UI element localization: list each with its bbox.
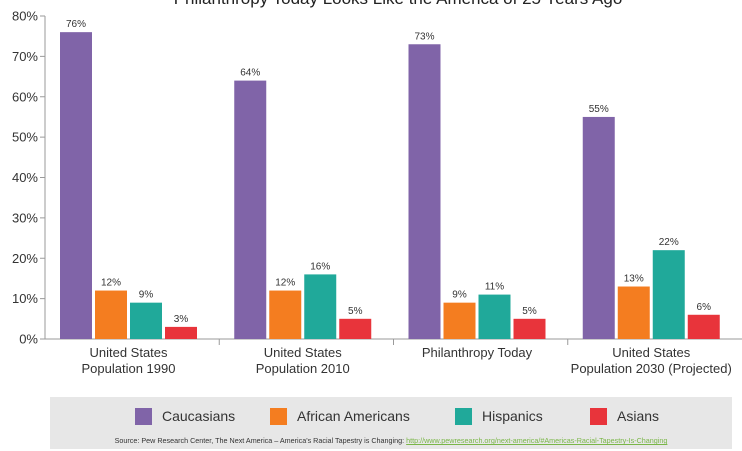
bar-caucasians <box>234 80 267 339</box>
data-label: 13% <box>624 274 644 285</box>
chart-title: Philanthropy Today Looks Like the Americ… <box>174 0 623 8</box>
legend-swatch <box>455 407 472 425</box>
y-tick-label: 30% <box>12 210 38 225</box>
y-tick-label: 50% <box>12 130 38 145</box>
legend-swatch <box>270 407 287 425</box>
bar-asians <box>687 314 720 339</box>
bar-caucasians <box>408 44 441 339</box>
y-tick-label: 80% <box>12 9 38 24</box>
y-tick-label: 20% <box>12 251 38 266</box>
x-category-label: Philanthropy Today <box>422 345 533 360</box>
data-label: 12% <box>275 278 295 289</box>
bar-african-americans <box>443 302 476 339</box>
chart-axes: 0%10%20%30%40%50%60%70%80%United States P… <box>12 9 742 376</box>
y-tick-label: 10% <box>12 291 38 306</box>
data-label: 16% <box>310 261 330 272</box>
x-category-label: United States Population 1990 <box>82 345 176 376</box>
bar-african-americans <box>269 290 302 339</box>
data-label: 9% <box>139 290 154 301</box>
bar-hispanics <box>304 274 337 339</box>
legend-label: Caucasians <box>162 408 236 424</box>
data-label: 12% <box>101 278 121 289</box>
data-label: 3% <box>174 314 189 325</box>
bar-asians <box>513 318 546 339</box>
bar-caucasians <box>582 116 615 339</box>
y-tick-label: 70% <box>12 49 38 64</box>
bar-asians <box>339 318 372 339</box>
data-label: 6% <box>697 302 712 313</box>
data-label: 22% <box>659 237 679 248</box>
y-tick-label: 0% <box>19 332 38 347</box>
data-label: 76% <box>66 19 86 30</box>
data-label: 5% <box>348 306 363 317</box>
x-category-label-line: Philanthropy Today <box>422 345 533 360</box>
source-link[interactable]: http://www.pewresearch.org/next-america/… <box>406 436 668 445</box>
legend-item-african-americans: African Americans <box>270 406 410 426</box>
legend-item-caucasians: Caucasians <box>135 406 235 426</box>
x-category-label: United States Population 2030 (Projected) <box>571 345 732 376</box>
y-tick-label: 60% <box>12 89 38 104</box>
bar-caucasians <box>60 32 92 340</box>
source-note: Source: Pew Research Center, The Next Am… <box>50 436 732 445</box>
legend-label: Asians <box>617 408 660 424</box>
legend-swatch <box>135 407 152 425</box>
x-category-label: United States Population 2010 <box>256 345 350 376</box>
legend-and-source-panel: Caucasians African Americans Hispanics Asia… <box>50 397 732 449</box>
chart-bars: 76% 12% 9% 3% 64% 12% 16% 5% 73% 9% 11% 5% 55% 13% 22%… <box>60 19 720 340</box>
bar-hispanics <box>652 250 685 339</box>
x-category-label-line: Population 1990 <box>82 361 176 376</box>
x-category-label-line: United States <box>89 345 168 360</box>
bar-african-americans <box>617 286 650 339</box>
x-category-label-line: United States <box>264 345 343 360</box>
data-label: 55% <box>589 104 609 115</box>
data-label: 5% <box>522 306 537 317</box>
data-label: 11% <box>485 282 504 293</box>
legend-item-asians: Asians <box>590 406 659 426</box>
x-category-label-line: Population 2030 (Projected) <box>571 361 732 376</box>
chart-legend: Caucasians African Americans Hispanics Asia… <box>50 406 732 426</box>
bar-african-americans <box>95 290 127 339</box>
data-label: 9% <box>452 290 467 301</box>
y-tick-label: 40% <box>12 170 38 185</box>
data-label: 64% <box>240 68 260 79</box>
bar-asians <box>165 326 197 339</box>
bar-hispanics <box>478 294 511 339</box>
legend-label: Hispanics <box>482 408 543 424</box>
legend-swatch <box>590 407 607 425</box>
legend-item-hispanics: Hispanics <box>455 406 543 426</box>
legend-label: African Americans <box>297 408 410 424</box>
x-category-label-line: Population 2010 <box>256 361 350 376</box>
data-label: 73% <box>414 31 434 42</box>
bar-hispanics <box>130 302 162 339</box>
source-text: Source: Pew Research Center, The Next Am… <box>114 436 405 445</box>
x-category-label-line: United States <box>612 345 691 360</box>
